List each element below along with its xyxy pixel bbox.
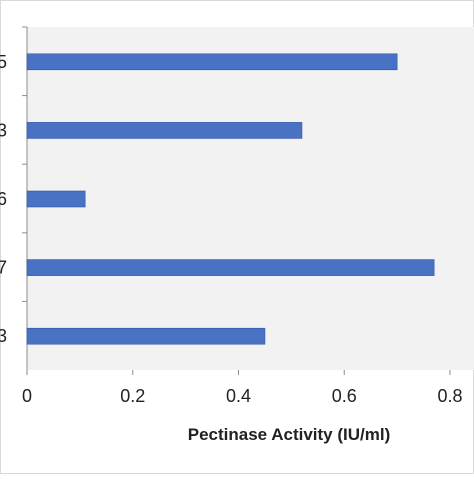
category-label: 7 — [0, 258, 7, 278]
x-tick-label: 0.4 — [226, 386, 251, 406]
category-label: 3 — [0, 326, 7, 346]
x-tick-label: 0.6 — [332, 386, 357, 406]
bars-layer — [22, 26, 435, 345]
x-tick-label: 0 — [22, 386, 32, 406]
x-axis-title: Pectinase Activity (IU/ml) — [188, 425, 391, 444]
x-tick-label: 0.2 — [120, 386, 145, 406]
x-axis-ticks: 0 0.2 0.4 0.6 0.8 — [22, 370, 463, 406]
category-label: 3 — [0, 120, 7, 140]
bar — [26, 327, 266, 345]
x-tick-label: 0.8 — [437, 386, 462, 406]
bar — [26, 190, 86, 208]
category-labels: 5 3 6 7 3 — [0, 52, 7, 346]
category-label: 6 — [0, 189, 7, 209]
category-label: 5 — [0, 52, 7, 72]
plot-area — [27, 27, 474, 370]
bar — [26, 259, 435, 276]
bar — [26, 53, 398, 71]
bar — [26, 122, 303, 139]
